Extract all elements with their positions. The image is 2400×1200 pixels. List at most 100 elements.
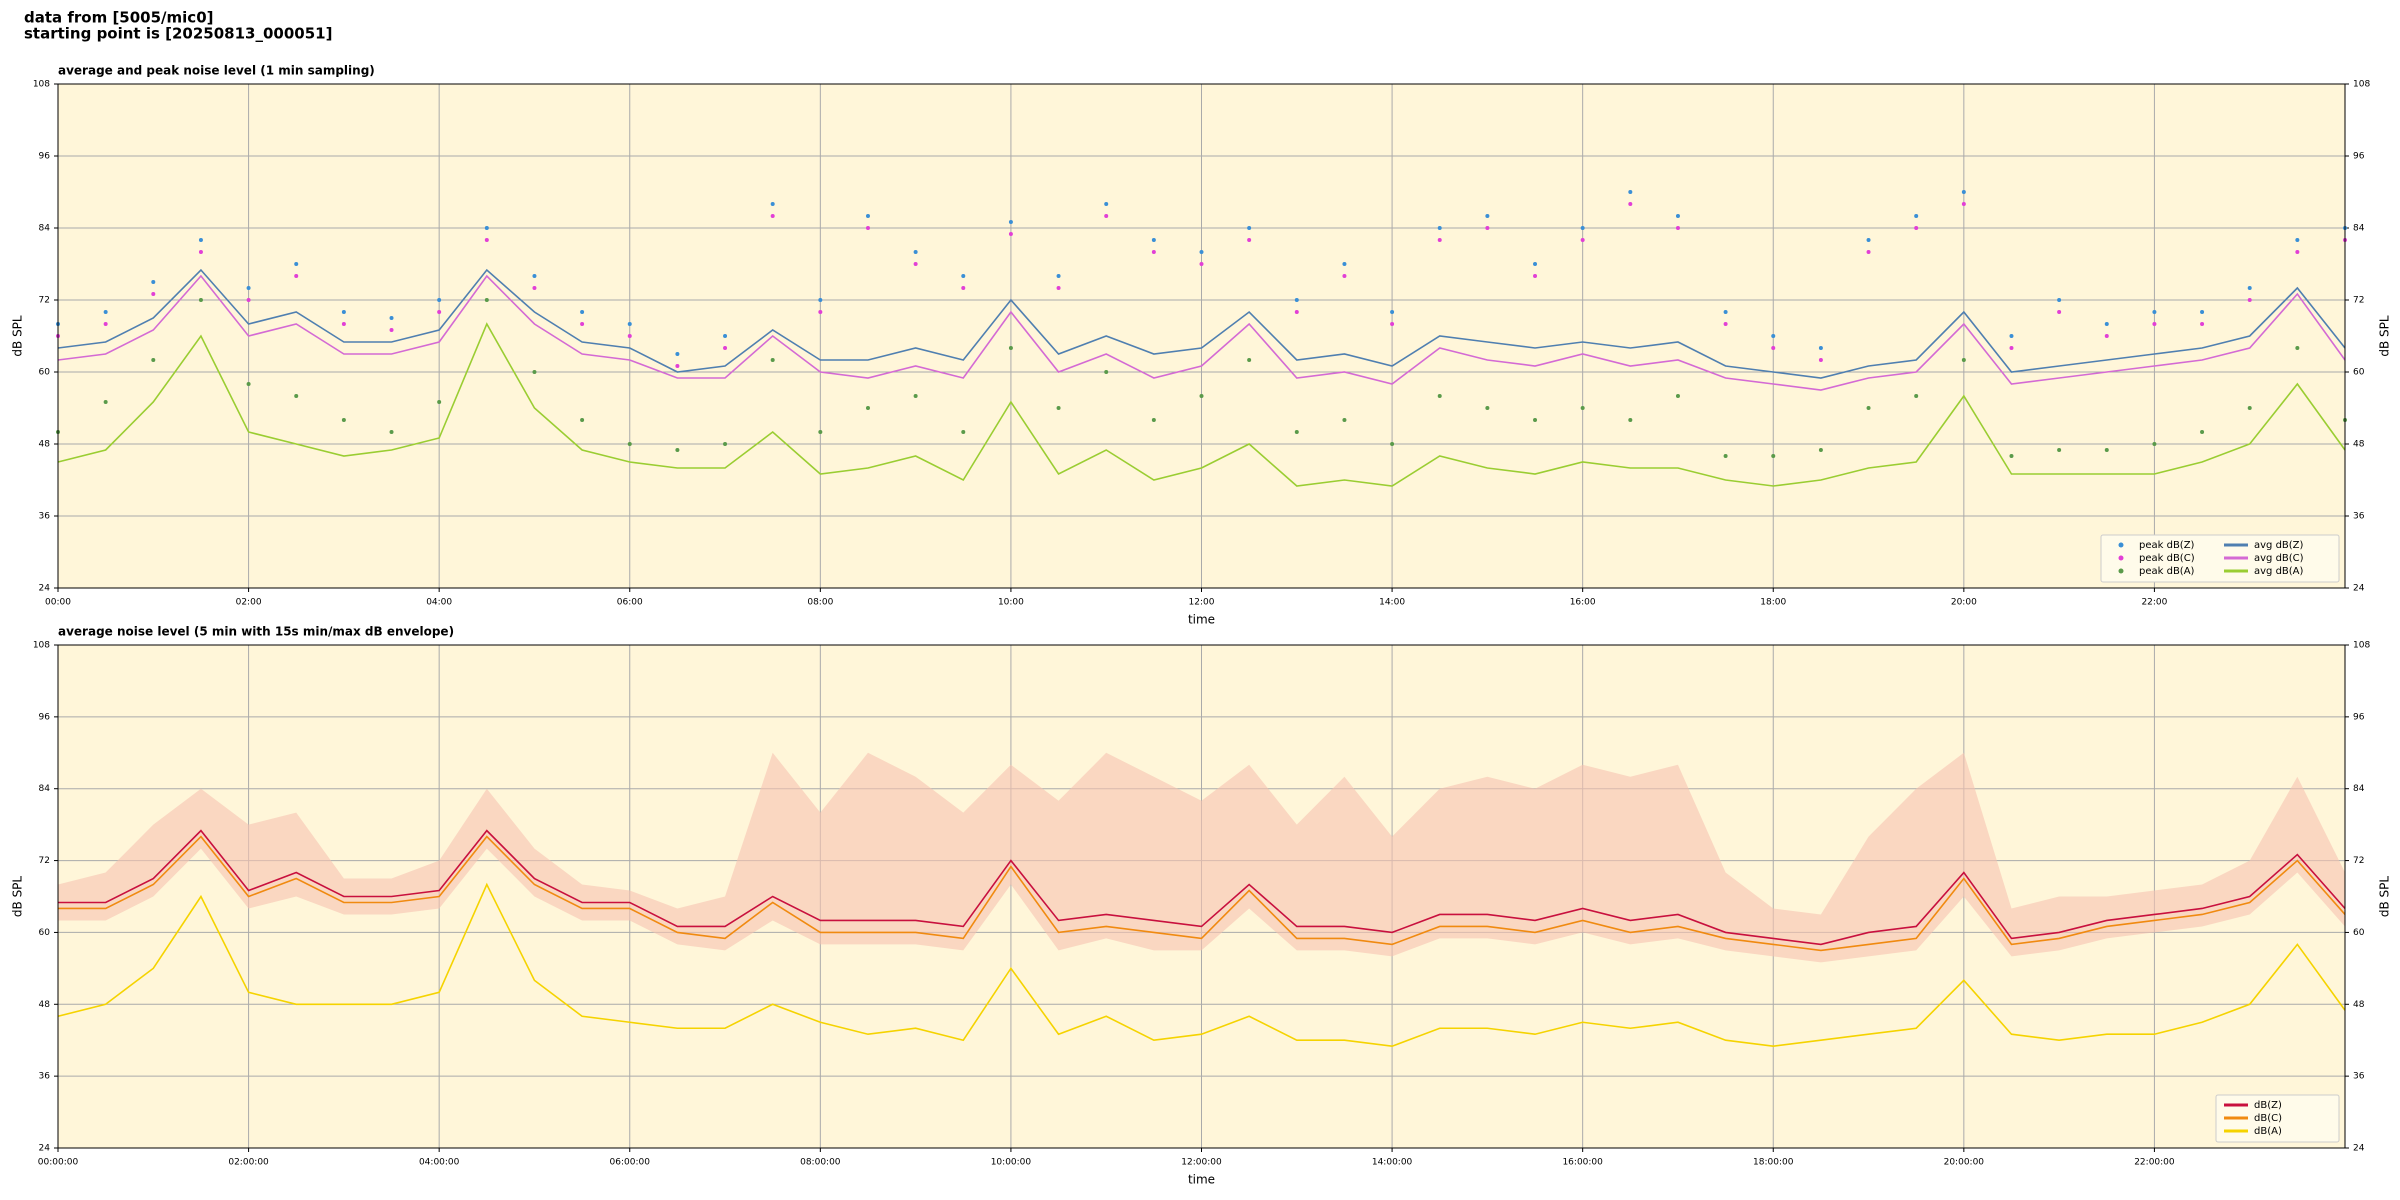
axes-frame xyxy=(57,644,2346,1149)
data-point xyxy=(1151,418,1156,422)
data-point xyxy=(1390,310,1395,314)
data-point xyxy=(1056,286,1061,290)
data-point xyxy=(627,442,632,446)
data-point xyxy=(341,310,346,314)
data-point xyxy=(1533,274,1538,278)
data-point xyxy=(2247,286,2252,290)
x-tick-label: 10:00:00 xyxy=(991,1158,1032,1168)
data-point xyxy=(1485,214,1490,218)
y-axis-label: dB SPL xyxy=(2378,876,2392,918)
y-tick-label: 36 xyxy=(39,1072,51,1082)
data-point xyxy=(580,418,585,422)
x-tick-label: 04:00 xyxy=(426,598,452,608)
series-line xyxy=(57,322,2346,487)
x-tick-label: 14:00 xyxy=(1379,598,1405,608)
data-point xyxy=(389,316,394,320)
x-tick-label: 10:00 xyxy=(998,598,1024,608)
y-tick-label: 96 xyxy=(39,712,51,722)
legend-label: dB(Z) xyxy=(2254,1100,2282,1111)
data-point xyxy=(1533,418,1538,422)
data-point xyxy=(770,358,775,362)
data-point xyxy=(1771,346,1776,350)
data-point xyxy=(1008,220,1013,224)
data-point xyxy=(2057,298,2062,302)
data-point xyxy=(961,274,966,278)
data-point xyxy=(151,292,156,296)
data-point xyxy=(865,406,870,410)
y-tick-label: 84 xyxy=(39,224,51,234)
chart-title: average and peak noise level (1 min samp… xyxy=(58,64,375,78)
y-tick-label: 60 xyxy=(39,928,51,938)
data-point xyxy=(341,418,346,422)
data-point xyxy=(818,310,823,314)
data-point xyxy=(2200,430,2205,434)
envelope-area xyxy=(58,752,2345,963)
data-point xyxy=(103,322,108,326)
data-point xyxy=(865,226,870,230)
x-tick-label: 22:00:00 xyxy=(2134,1158,2175,1168)
y-tick-label: 60 xyxy=(2353,928,2365,938)
x-tick-label: 16:00:00 xyxy=(1562,1158,1603,1168)
legend-label: avg dB(A) xyxy=(2254,566,2304,577)
data-point xyxy=(2152,322,2157,326)
data-point xyxy=(1675,214,1680,218)
data-point xyxy=(532,286,537,290)
data-point xyxy=(1008,232,1013,236)
y-tick-label: 108 xyxy=(2353,641,2370,651)
x-axis-label: time xyxy=(1188,1173,1215,1187)
y-tick-label: 72 xyxy=(39,296,50,306)
y-axis-label: dB SPL xyxy=(11,876,25,918)
legend-marker xyxy=(2118,568,2124,574)
y-tick-label: 108 xyxy=(33,641,50,651)
data-point xyxy=(246,382,251,386)
data-point xyxy=(1104,370,1109,374)
data-point xyxy=(198,238,203,242)
data-point xyxy=(961,430,966,434)
series-line xyxy=(57,274,2346,391)
y-tick-label: 24 xyxy=(2353,584,2365,594)
data-point xyxy=(1199,262,1204,266)
data-point xyxy=(1437,238,1442,242)
data-point xyxy=(1628,418,1633,422)
data-point xyxy=(1961,358,1966,362)
y-tick-label: 36 xyxy=(2353,512,2365,522)
data-point xyxy=(1056,274,1061,278)
data-point xyxy=(198,250,203,254)
y-tick-label: 48 xyxy=(39,1000,51,1010)
data-point xyxy=(1818,448,1823,452)
data-point xyxy=(389,328,394,332)
data-point xyxy=(294,274,299,278)
data-point xyxy=(532,370,537,374)
data-point xyxy=(1723,310,1728,314)
data-point xyxy=(1533,262,1538,266)
data-point xyxy=(484,298,489,302)
y-axis-label: dB SPL xyxy=(2378,315,2392,357)
x-tick-label: 12:00 xyxy=(1189,598,1215,608)
data-point xyxy=(198,298,203,302)
series-line xyxy=(58,835,2346,952)
data-point xyxy=(723,442,728,446)
data-point xyxy=(675,352,680,356)
data-point xyxy=(1961,202,1966,206)
x-axis-label: time xyxy=(1188,613,1215,627)
data-point xyxy=(1247,358,1252,362)
data-point xyxy=(1104,214,1109,218)
x-tick-label: 02:00 xyxy=(236,598,262,608)
data-point xyxy=(913,262,918,266)
data-point xyxy=(1151,238,1156,242)
data-point xyxy=(1199,250,1204,254)
axes-frame xyxy=(57,83,2346,589)
data-point xyxy=(1580,238,1585,242)
data-point xyxy=(1628,190,1633,194)
data-point xyxy=(341,322,346,326)
y-tick-label: 48 xyxy=(39,440,51,450)
data-point xyxy=(1342,418,1347,422)
data-point xyxy=(2247,406,2252,410)
y-tick-label: 48 xyxy=(2353,1000,2365,1010)
data-point xyxy=(294,262,299,266)
data-point xyxy=(2295,250,2300,254)
data-point xyxy=(484,238,489,242)
y-tick-label: 72 xyxy=(39,856,50,866)
data-point xyxy=(294,394,299,398)
y-tick-label: 60 xyxy=(39,368,51,378)
